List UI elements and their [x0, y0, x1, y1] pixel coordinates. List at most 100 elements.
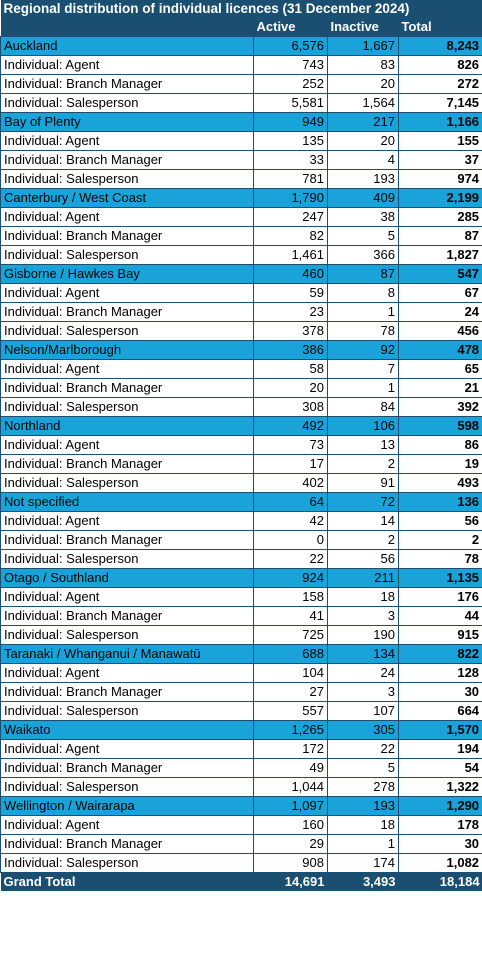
- inactive-count: 1,564: [327, 93, 399, 113]
- inactive-count: 7: [327, 359, 399, 379]
- inactive-count: 56: [327, 549, 399, 569]
- inactive-count: 3: [327, 682, 399, 702]
- licence-type-label: Individual: Agent: [0, 587, 254, 607]
- region-name: Taranaki / Whanganui / Manawatū: [0, 644, 254, 664]
- active-count: 59: [253, 283, 328, 303]
- inactive-count: 5: [327, 226, 399, 246]
- inactive-count: 278: [327, 777, 399, 797]
- total-count: 86: [397, 435, 482, 455]
- region-total: 1,135: [397, 568, 482, 588]
- total-count: 2: [397, 530, 482, 550]
- active-count: 743: [253, 55, 328, 75]
- table-row: Individual: Branch Manager 23 1 24: [0, 302, 482, 322]
- table-row: Individual: Agent 160 18 178: [0, 815, 482, 835]
- active-count: 557: [253, 701, 328, 721]
- region-row: Not specified 64 72 136: [0, 492, 482, 512]
- region-inactive: 211: [327, 568, 399, 588]
- total-count: 493: [397, 473, 482, 493]
- region-active: 924: [253, 568, 328, 588]
- region-row: Bay of Plenty 949 217 1,166: [0, 112, 482, 132]
- table-row: Individual: Salesperson 378 78 456: [0, 321, 482, 341]
- table-row: Individual: Branch Manager 20 1 21: [0, 378, 482, 398]
- total-count: 176: [397, 587, 482, 607]
- total-count: 1,082: [397, 853, 482, 873]
- licence-type-label: Individual: Branch Manager: [0, 226, 254, 246]
- total-count: 178: [397, 815, 482, 835]
- region-name: Auckland: [0, 36, 254, 56]
- region-inactive: 72: [327, 492, 399, 512]
- licence-type-label: Individual: Branch Manager: [0, 454, 254, 474]
- total-count: 826: [397, 55, 482, 75]
- region-active: 1,265: [253, 720, 328, 740]
- region-name: Wellington / Wairarapa: [0, 796, 254, 816]
- region-total: 136: [397, 492, 482, 512]
- region-row: Nelson/Marlborough 386 92 478: [0, 340, 482, 360]
- active-count: 247: [253, 207, 328, 227]
- licence-type-label: Individual: Salesperson: [0, 169, 254, 189]
- table-row: Individual: Agent 59 8 67: [0, 283, 482, 303]
- total-count: 78: [397, 549, 482, 569]
- active-count: 42: [253, 511, 328, 531]
- region-row: Canterbury / West Coast 1,790 409 2,199: [0, 188, 482, 208]
- total-count: 285: [397, 207, 482, 227]
- total-count: 392: [397, 397, 482, 417]
- inactive-count: 84: [327, 397, 399, 417]
- licence-type-label: Individual: Agent: [0, 131, 254, 151]
- inactive-count: 20: [327, 131, 399, 151]
- region-total: 547: [397, 264, 482, 284]
- table-row: Individual: Salesperson 5,581 1,564 7,145: [0, 93, 482, 113]
- inactive-count: 1: [327, 378, 399, 398]
- region-row: Northland 492 106 598: [0, 416, 482, 436]
- active-count: 158: [253, 587, 328, 607]
- licence-type-label: Individual: Agent: [0, 739, 254, 759]
- inactive-count: 18: [327, 815, 399, 835]
- active-count: 725: [253, 625, 328, 645]
- table-row: Individual: Agent 158 18 176: [0, 587, 482, 607]
- total-count: 915: [397, 625, 482, 645]
- grand-total-label: Grand Total: [0, 872, 254, 891]
- region-active: 688: [253, 644, 328, 664]
- licence-type-label: Individual: Branch Manager: [0, 606, 254, 626]
- active-count: 378: [253, 321, 328, 341]
- total-count: 155: [397, 131, 482, 151]
- table-row: Individual: Agent 135 20 155: [0, 131, 482, 151]
- region-name: Nelson/Marlborough: [0, 340, 254, 360]
- inactive-count: 20: [327, 74, 399, 94]
- region-total: 478: [397, 340, 482, 360]
- inactive-count: 4: [327, 150, 399, 170]
- region-inactive: 92: [327, 340, 399, 360]
- region-name: Canterbury / West Coast: [0, 188, 254, 208]
- active-count: 58: [253, 359, 328, 379]
- licence-type-label: Individual: Branch Manager: [0, 758, 254, 778]
- total-count: 7,145: [397, 93, 482, 113]
- region-active: 6,576: [253, 36, 328, 56]
- inactive-count: 193: [327, 169, 399, 189]
- inactive-count: 8: [327, 283, 399, 303]
- region-active: 949: [253, 112, 328, 132]
- table-row: Individual: Salesperson 1,044 278 1,322: [0, 777, 482, 797]
- table-row: Individual: Branch Manager 82 5 87: [0, 226, 482, 246]
- active-count: 22: [253, 549, 328, 569]
- active-count: 252: [253, 74, 328, 94]
- inactive-count: 1: [327, 834, 399, 854]
- region-name: Northland: [0, 416, 254, 436]
- total-count: 37: [397, 150, 482, 170]
- inactive-count: 83: [327, 55, 399, 75]
- region-row: Wellington / Wairarapa 1,097 193 1,290: [0, 796, 482, 816]
- active-count: 29: [253, 834, 328, 854]
- table-row: Individual: Salesperson 908 174 1,082: [0, 853, 482, 873]
- table-row: Individual: Salesperson 308 84 392: [0, 397, 482, 417]
- active-count: 33: [253, 150, 328, 170]
- table-row: Individual: Branch Manager 27 3 30: [0, 682, 482, 702]
- column-header-label: [0, 18, 254, 37]
- inactive-count: 38: [327, 207, 399, 227]
- region-inactive: 87: [327, 264, 399, 284]
- inactive-count: 5: [327, 758, 399, 778]
- table-row: Individual: Branch Manager 49 5 54: [0, 758, 482, 778]
- licence-type-label: Individual: Salesperson: [0, 473, 254, 493]
- licence-type-label: Individual: Agent: [0, 663, 254, 683]
- region-name: Bay of Plenty: [0, 112, 254, 132]
- table-row: Individual: Salesperson 22 56 78: [0, 549, 482, 569]
- inactive-count: 14: [327, 511, 399, 531]
- total-count: 21: [397, 378, 482, 398]
